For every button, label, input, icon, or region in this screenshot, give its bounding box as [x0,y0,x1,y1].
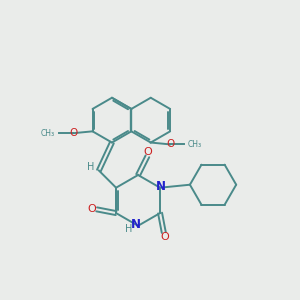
Text: CH₃: CH₃ [188,140,202,149]
Text: CH₃: CH₃ [41,129,55,138]
Text: H: H [87,162,94,172]
Text: O: O [69,128,77,138]
Text: O: O [166,140,174,149]
Text: N: N [131,218,141,231]
Text: O: O [88,204,96,214]
Text: O: O [144,147,152,157]
Text: O: O [160,232,169,242]
Text: N: N [156,181,166,194]
Text: H: H [125,224,132,234]
